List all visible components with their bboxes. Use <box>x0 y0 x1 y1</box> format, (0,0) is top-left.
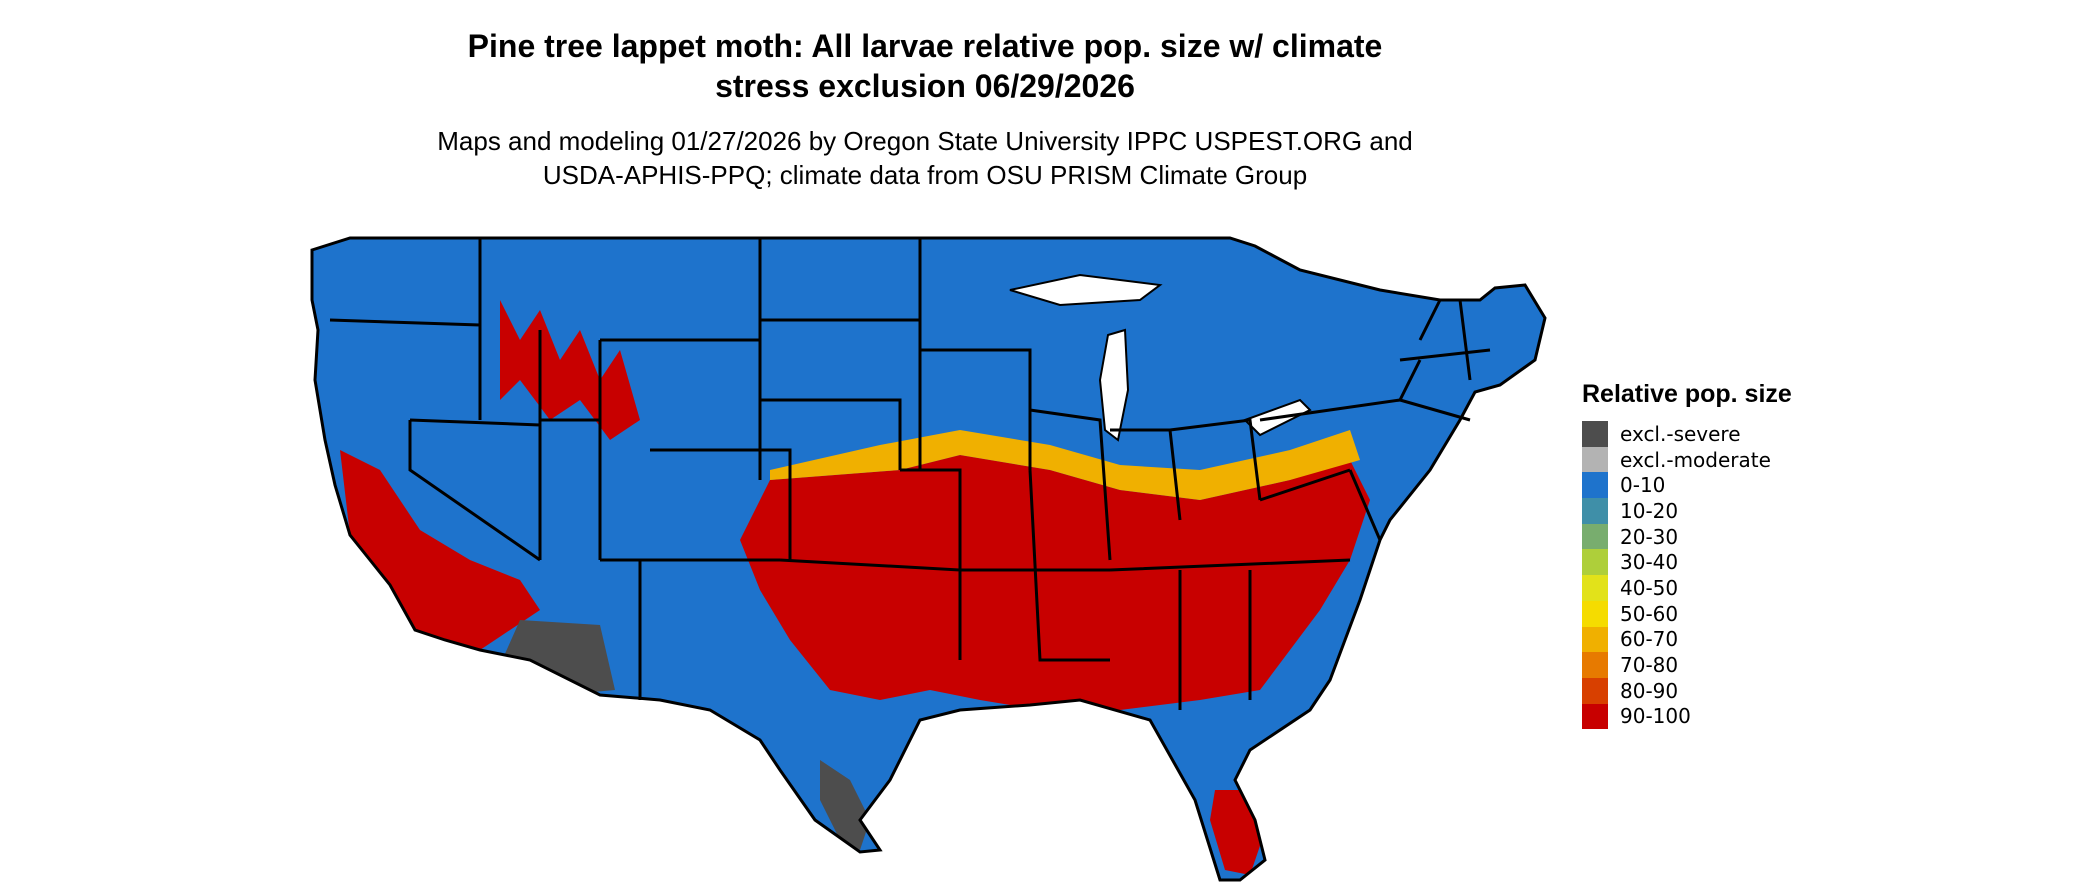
legend-swatch <box>1582 523 1608 550</box>
legend-swatch <box>1582 498 1608 524</box>
legend-swatch <box>1582 626 1608 653</box>
legend-label: excl.-moderate <box>1620 447 1771 472</box>
border-plains <box>760 238 962 660</box>
legend-swatch <box>1582 652 1608 678</box>
border-mountain <box>600 238 902 560</box>
legend-swatch <box>1582 600 1608 627</box>
great-lakes <box>1009 273 1312 442</box>
lake-michigan <box>1098 328 1130 442</box>
map-title: Pine tree lappet moth: All larvae relati… <box>0 26 1850 106</box>
legend-item: 10-20 <box>1582 498 1792 524</box>
legend-label: 40-50 <box>1620 575 1679 600</box>
subtitle-line-1: Maps and modeling 01/27/2026 by Oregon S… <box>437 126 1413 156</box>
legend-label: 10-20 <box>1620 498 1679 523</box>
us-outline <box>310 236 1547 882</box>
legend: Relative pop. size excl.-severe excl.-mod… <box>1582 380 1792 730</box>
lake-superior <box>1009 273 1163 307</box>
legend-swatch <box>1582 421 1608 447</box>
legend-swatch <box>1582 703 1608 730</box>
legend-item: 90-100 <box>1582 703 1792 730</box>
subtitle-line-2: USDA-APHIS-PPQ; climate data from OSU PR… <box>542 160 1308 190</box>
legend-swatch <box>1582 549 1608 576</box>
legend-label: 0-10 <box>1620 473 1666 498</box>
legend-item: 30-40 <box>1582 549 1792 576</box>
legend-label: 70-80 <box>1620 653 1679 678</box>
legend-swatch <box>1582 677 1608 704</box>
legend-label: 90-100 <box>1620 704 1691 729</box>
legend-label: excl.-severe <box>1620 421 1741 446</box>
border-west-1 <box>329 238 780 700</box>
legend-label: 60-70 <box>1620 627 1679 652</box>
legend-item: excl.-moderate <box>1582 446 1792 473</box>
legend-swatch <box>1582 446 1608 473</box>
legend-item: 20-30 <box>1582 523 1792 550</box>
legend-item: 0-10 <box>1582 472 1792 499</box>
map-subtitle: Maps and modeling 01/27/2026 by Oregon S… <box>0 124 1850 192</box>
legend-item: 70-80 <box>1582 652 1792 678</box>
legend-item: 40-50 <box>1582 575 1792 601</box>
state-borders <box>310 236 1547 882</box>
region-southeast-high <box>740 455 1370 710</box>
legend-item: 80-90 <box>1582 677 1792 704</box>
legend-label: 80-90 <box>1620 678 1679 703</box>
title-line-1: Pine tree lappet moth: All larvae relati… <box>467 28 1383 64</box>
legend-item: 60-70 <box>1582 626 1792 653</box>
border-midwest <box>920 348 1112 662</box>
legend-item: excl.-severe <box>1582 421 1792 447</box>
region-transition-band <box>770 430 1360 500</box>
legend-swatch <box>1582 575 1608 601</box>
border-northeast <box>1259 299 1491 422</box>
population-raster <box>312 238 1545 880</box>
legend-title: Relative pop. size <box>1582 380 1792 408</box>
border-east <box>1109 418 1382 710</box>
legend-swatch <box>1582 472 1608 499</box>
legend-label: 20-30 <box>1620 524 1679 549</box>
legend-label: 50-60 <box>1620 601 1679 626</box>
legend-items: excl.-severe excl.-moderate 0-10 10-20 20-30… <box>1582 421 1792 730</box>
region-rockies-high <box>500 300 640 440</box>
title-line-2: stress exclusion 06/29/2026 <box>715 68 1135 104</box>
region-texas-excluded <box>820 760 870 850</box>
legend-item: 50-60 <box>1582 600 1792 627</box>
legend-label: 30-40 <box>1620 550 1679 575</box>
